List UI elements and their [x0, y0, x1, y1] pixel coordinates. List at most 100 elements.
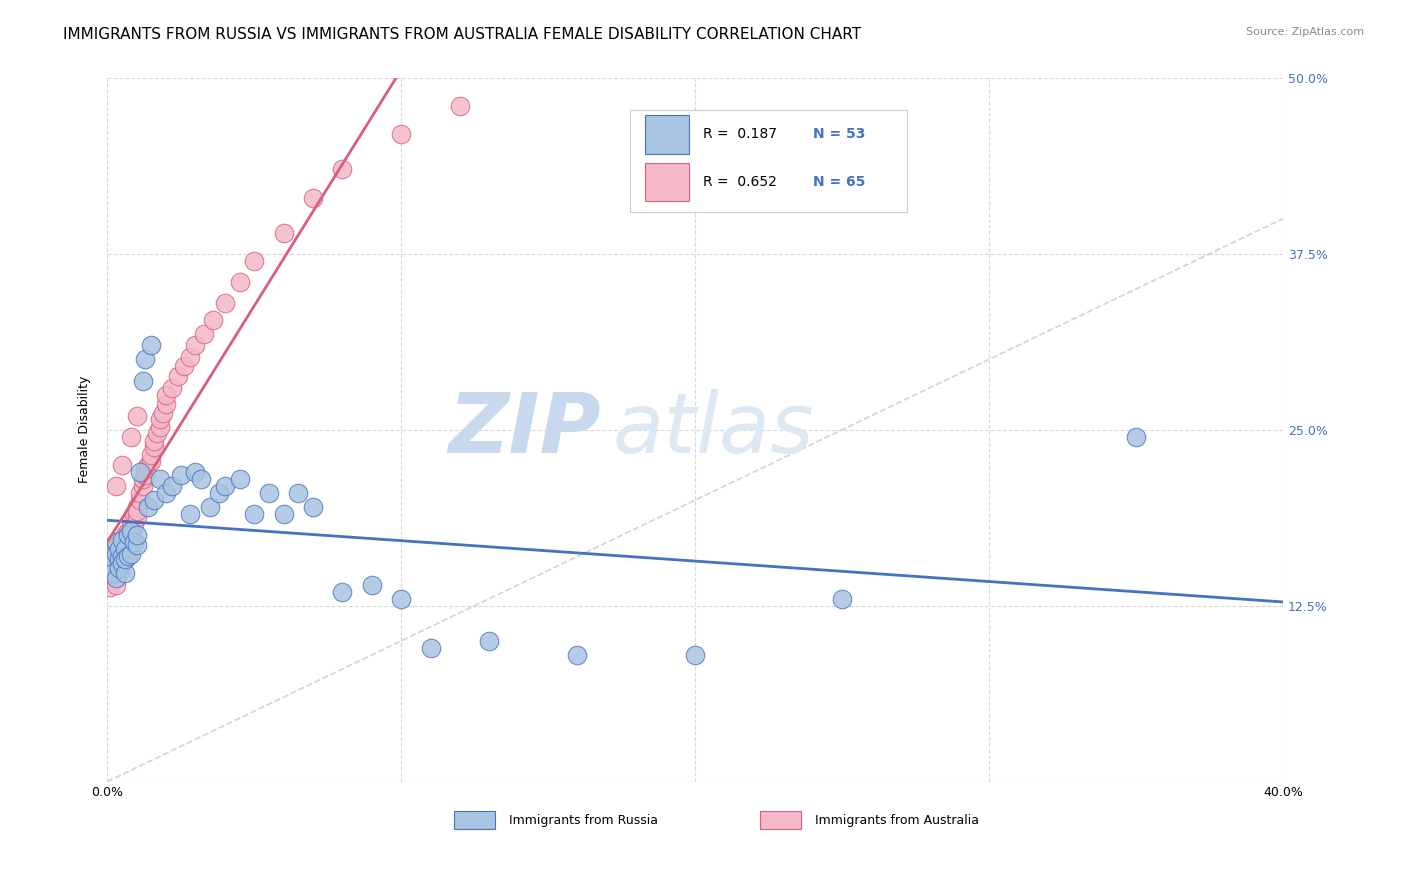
- Point: [302, 191, 325, 205]
- Point: [198, 500, 221, 515]
- Point: [152, 406, 174, 420]
- Point: [114, 566, 136, 581]
- Text: Immigrants from Russia: Immigrants from Russia: [509, 814, 658, 827]
- Point: [120, 547, 142, 561]
- Point: [179, 350, 201, 364]
- Point: [120, 528, 142, 542]
- Point: [117, 533, 139, 547]
- Point: [117, 549, 139, 564]
- Text: IMMIGRANTS FROM RUSSIA VS IMMIGRANTS FROM AUSTRALIA FEMALE DISABILITY CORRELATIO: IMMIGRANTS FROM RUSSIA VS IMMIGRANTS FRO…: [63, 27, 862, 42]
- Point: [111, 538, 134, 552]
- Point: [128, 493, 150, 508]
- Point: [117, 524, 139, 538]
- Point: [141, 338, 163, 352]
- Point: [131, 374, 153, 388]
- Point: [114, 552, 136, 566]
- Point: [105, 535, 128, 549]
- Point: [125, 504, 148, 518]
- Point: [128, 465, 150, 479]
- Point: [143, 434, 166, 448]
- Point: [131, 472, 153, 486]
- Point: [134, 462, 156, 476]
- Point: [98, 549, 121, 564]
- Point: [111, 533, 134, 547]
- Text: Source: ZipAtlas.com: Source: ZipAtlas.com: [1246, 27, 1364, 37]
- Y-axis label: Female Disability: Female Disability: [79, 376, 91, 483]
- Point: [160, 380, 183, 394]
- Point: [134, 352, 156, 367]
- Point: [138, 500, 160, 515]
- Point: [134, 467, 156, 482]
- Point: [117, 528, 139, 542]
- FancyBboxPatch shape: [630, 110, 907, 211]
- Point: [214, 479, 236, 493]
- Text: R =  0.187: R = 0.187: [703, 128, 778, 141]
- Point: [125, 528, 148, 542]
- Point: [101, 566, 124, 581]
- Text: R =  0.652: R = 0.652: [703, 175, 778, 189]
- Point: [228, 275, 250, 289]
- Point: [120, 514, 142, 528]
- Point: [120, 524, 142, 538]
- Text: ZIP: ZIP: [449, 389, 600, 470]
- Point: [170, 467, 193, 482]
- Point: [478, 633, 501, 648]
- Point: [243, 254, 266, 268]
- Bar: [759, 812, 801, 829]
- Point: [122, 507, 145, 521]
- Point: [122, 518, 145, 533]
- Point: [125, 500, 148, 515]
- Point: [108, 535, 131, 549]
- Point: [155, 387, 177, 401]
- Point: [683, 648, 706, 662]
- Point: [149, 472, 172, 486]
- Point: [155, 486, 177, 500]
- Point: [114, 542, 136, 557]
- Point: [108, 566, 131, 581]
- Point: [228, 472, 250, 486]
- Point: [108, 547, 131, 561]
- Point: [122, 535, 145, 549]
- Point: [128, 486, 150, 500]
- Point: [273, 226, 295, 240]
- Point: [1125, 430, 1147, 444]
- Point: [257, 486, 280, 500]
- Point: [125, 538, 148, 552]
- Point: [149, 411, 172, 425]
- Point: [101, 557, 124, 571]
- Bar: [644, 162, 689, 202]
- Point: [98, 570, 121, 584]
- Point: [101, 560, 124, 574]
- Point: [141, 448, 163, 462]
- Point: [143, 440, 166, 454]
- Point: [114, 552, 136, 566]
- Bar: [644, 115, 689, 153]
- Text: atlas: atlas: [613, 389, 814, 470]
- Point: [138, 458, 160, 472]
- Point: [193, 327, 215, 342]
- Point: [208, 486, 231, 500]
- Point: [155, 397, 177, 411]
- Bar: [454, 812, 495, 829]
- Point: [360, 577, 382, 591]
- Point: [184, 338, 207, 352]
- Point: [287, 486, 309, 500]
- Point: [166, 369, 188, 384]
- Point: [105, 479, 128, 493]
- Point: [111, 549, 134, 564]
- Point: [105, 577, 128, 591]
- Point: [141, 454, 163, 468]
- Point: [567, 648, 589, 662]
- Text: N = 65: N = 65: [813, 175, 865, 189]
- Point: [389, 128, 412, 142]
- Point: [105, 542, 128, 557]
- Point: [98, 581, 121, 595]
- Point: [117, 542, 139, 557]
- Point: [105, 547, 128, 561]
- Point: [389, 591, 412, 606]
- Point: [332, 584, 354, 599]
- Point: [105, 552, 128, 566]
- Point: [108, 552, 131, 566]
- Point: [149, 420, 172, 434]
- Point: [101, 557, 124, 571]
